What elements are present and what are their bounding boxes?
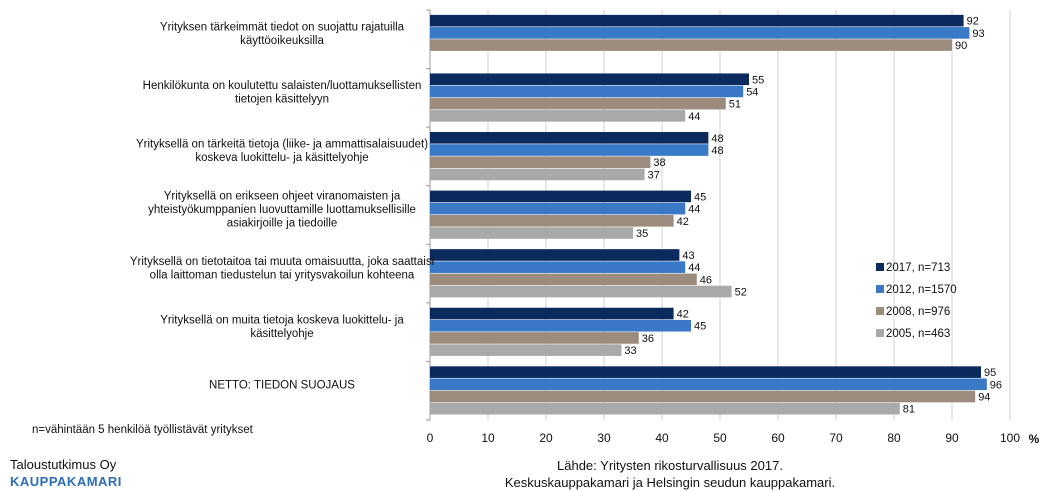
- bar: [430, 73, 749, 86]
- x-tick-label: 20: [539, 431, 553, 445]
- bar: [430, 39, 952, 51]
- x-tick-label: 50: [713, 431, 727, 445]
- bar: [430, 97, 726, 110]
- bar: [430, 27, 970, 39]
- legend-swatch: [876, 263, 884, 271]
- x-axis: 0 10 20 30 40 50 60 70 80 90 100%: [427, 431, 1040, 446]
- data-label: 81: [903, 404, 915, 416]
- data-label: 55: [752, 74, 764, 86]
- x-tick-label: 90: [945, 431, 959, 445]
- bar: [430, 249, 680, 261]
- data-label: 35: [636, 228, 648, 240]
- footer-org: Taloustutkimus Oy: [10, 457, 117, 472]
- bar: [430, 378, 987, 391]
- source-line-2: Keskuskauppakamari ja Helsingin seudun k…: [504, 475, 836, 490]
- data-label: 44: [688, 111, 700, 123]
- data-label: 45: [694, 191, 706, 203]
- sample-note: n=vähintään 5 henkilöä työllistävät yrit…: [32, 424, 253, 436]
- footer-logo-text: Taloustutkimus Oy KAUPPAKAMARI: [10, 456, 122, 490]
- data-label: 44: [688, 204, 700, 216]
- data-label: 36: [642, 333, 654, 345]
- data-label: 45: [694, 321, 706, 333]
- data-label: 52: [735, 287, 747, 299]
- bar: [430, 402, 900, 415]
- x-tick-label: 100: [1000, 431, 1020, 445]
- footer-brand: KAUPPAKAMARI: [10, 474, 122, 489]
- category-label: Yrityksellä on tietotaitoa tai muuta oma…: [130, 256, 434, 282]
- legend-label: 2005, n=463: [886, 328, 950, 340]
- x-tick-label: 10: [481, 431, 495, 445]
- source-text: Lähde: Yritysten rikosturvallisuus 2017.…: [430, 457, 910, 491]
- source-line-1: Lähde: Yritysten rikosturvallisuus 2017.: [557, 458, 783, 473]
- x-tick-label: 0: [427, 431, 434, 445]
- bar: [430, 366, 981, 378]
- bar: [430, 285, 732, 298]
- bar: [430, 227, 633, 239]
- data-label: 44: [688, 262, 700, 274]
- x-tick-label: 80: [887, 431, 901, 445]
- x-tick-label: 30: [597, 431, 611, 445]
- bars: [430, 14, 987, 415]
- x-tick-label: 70: [829, 431, 843, 445]
- bar: [430, 14, 964, 27]
- data-label: 51: [729, 99, 741, 111]
- data-label: 96: [990, 379, 1002, 391]
- data-label: 92: [967, 16, 979, 28]
- bar: [430, 156, 651, 169]
- legend-label: 2008, n=976: [886, 306, 950, 318]
- data-label: 54: [746, 86, 758, 98]
- legend-swatch: [876, 307, 884, 315]
- data-label: 90: [955, 40, 967, 52]
- category-label: NETTO: TIEDON SUOJAUS: [209, 380, 355, 392]
- data-label: 42: [677, 309, 689, 321]
- category-label: Yrityksellä on erikseen ohjeet viranomai…: [148, 191, 416, 230]
- x-tick-label: 40: [655, 431, 669, 445]
- category-label: Yrityksellä on tärkeitä tietoja (liike- …: [136, 139, 428, 165]
- bar: [430, 215, 674, 227]
- legend-swatch: [876, 329, 884, 337]
- bar: [430, 168, 645, 181]
- data-label: 94: [978, 392, 990, 404]
- data-label: 33: [624, 345, 636, 357]
- bar: [430, 390, 976, 403]
- value-labels: 9293905554514448483837454442354344465242…: [624, 16, 1002, 416]
- bar: [430, 85, 744, 98]
- x-tick-label: 60: [771, 431, 785, 445]
- bar: [430, 319, 691, 332]
- bar: [430, 273, 697, 286]
- data-label: 95: [984, 367, 996, 379]
- x-axis-label: %: [1029, 432, 1040, 446]
- bar: [430, 144, 709, 156]
- bar: [430, 307, 674, 320]
- bar: [430, 132, 709, 144]
- data-label: 37: [648, 169, 660, 181]
- legend: 2017, n=713 2012, n=1570 2008, n=976 2005, …: [876, 262, 957, 340]
- data-label: 48: [711, 145, 723, 157]
- data-label: 48: [711, 133, 723, 145]
- bar: [430, 110, 686, 122]
- bar: [430, 344, 622, 356]
- bar: [430, 202, 686, 215]
- data-label: 43: [682, 250, 694, 262]
- data-label: 42: [677, 216, 689, 228]
- data-label: 38: [653, 157, 665, 169]
- category-label: Yrityksen tärkeimmät tiedot on suojattu …: [160, 22, 405, 47]
- data-label: 93: [972, 28, 984, 40]
- legend-label: 2017, n=713: [886, 262, 950, 274]
- bar: [430, 190, 691, 203]
- bar: [430, 332, 639, 344]
- category-label: Henkilökunta on koulutettu salaisten/luo…: [143, 80, 422, 106]
- category-labels: Yrityksen tärkeimmät tiedot on suojattu …: [130, 22, 434, 392]
- legend-swatch: [876, 285, 884, 293]
- data-label: 46: [700, 274, 712, 286]
- category-label: Yrityksellä on muita tietoja koskeva luo…: [160, 314, 404, 340]
- bar: [430, 261, 686, 273]
- legend-label: 2012, n=1570: [886, 284, 957, 296]
- category-separators: [426, 9, 431, 421]
